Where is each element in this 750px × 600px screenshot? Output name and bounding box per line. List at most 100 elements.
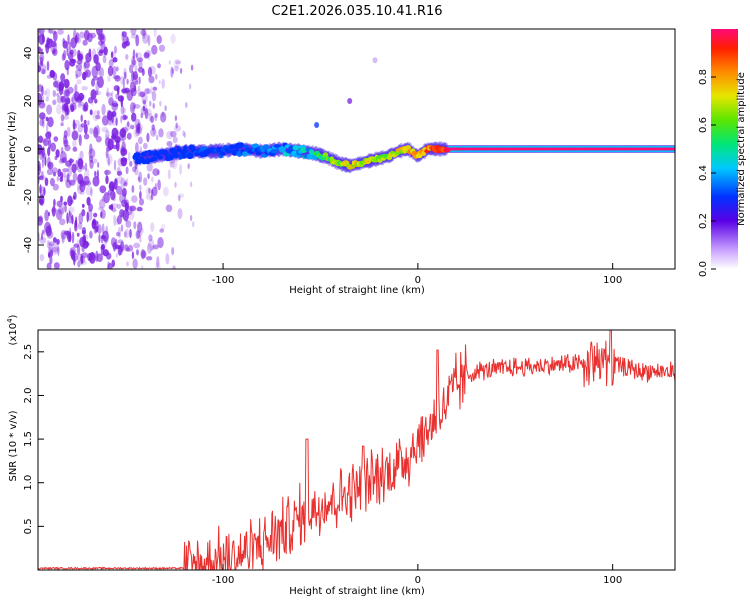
noise-blob (98, 199, 106, 209)
noise-blob (166, 130, 174, 140)
noise-blob (105, 129, 110, 141)
noise-blob (107, 75, 111, 82)
noise-blob (38, 135, 43, 144)
noise-blob (51, 205, 56, 217)
noise-blob (151, 44, 158, 55)
noise-blob (174, 115, 178, 122)
noise-blob (76, 232, 80, 237)
noise-blob (129, 160, 133, 167)
noise-blob (38, 46, 42, 53)
noise-blob (97, 47, 101, 57)
ridge-core (288, 145, 295, 151)
spec-x-tick-label: 0 (415, 275, 421, 286)
noise-blob (112, 57, 118, 63)
noise-blob (113, 45, 118, 54)
noise-blob (108, 181, 115, 192)
noise-blob (189, 215, 193, 221)
noise-blob (122, 209, 129, 222)
noise-blob (107, 65, 114, 77)
noise-blob (38, 45, 41, 51)
noise-blob (64, 105, 69, 116)
noise-blob (81, 86, 88, 91)
noise-blob (150, 86, 154, 96)
noise-blob (152, 168, 160, 177)
noise-blob (148, 75, 155, 84)
snr-y-label: SNR (10 * v/v) (8, 410, 19, 481)
noise-blob (161, 111, 165, 118)
noise-blob (60, 114, 65, 122)
noise-blob (154, 183, 158, 189)
noise-blob (69, 247, 73, 254)
noise-blob (52, 246, 59, 253)
noise-blob (113, 159, 117, 171)
noise-blob (71, 214, 74, 225)
noise-blob (140, 29, 147, 36)
noise-blob (109, 182, 114, 192)
noise-blob (62, 168, 69, 173)
noise-blob (102, 51, 107, 58)
noise-blob (192, 221, 195, 228)
noise-blob (161, 223, 166, 231)
noise-blob (83, 30, 90, 41)
noise-blob (148, 112, 153, 122)
noise-blob (62, 205, 65, 215)
noise-blob (63, 130, 68, 139)
spectrogram-x-ticks: -100 0 100 (212, 263, 622, 286)
noise-blob (63, 78, 70, 89)
noise-blob (38, 101, 46, 109)
noise-blob (67, 195, 73, 207)
noise-blob (94, 170, 97, 177)
noise-blob (145, 194, 151, 200)
noise-blob (121, 31, 127, 38)
noise-blob (67, 165, 73, 177)
noise-blob (131, 185, 135, 193)
noise-blob (48, 241, 55, 247)
noise-blob (80, 253, 83, 265)
noise-blob (106, 91, 108, 96)
noise-blob (117, 245, 122, 256)
noise-blob (127, 121, 130, 127)
noise-blob (170, 130, 177, 138)
noise-blob (51, 242, 59, 255)
noise-blob (151, 176, 154, 183)
noise-blob (80, 254, 84, 265)
noise-blob (92, 110, 100, 122)
chart-title: C2E1.2026.035.10.41.R16 (271, 4, 442, 19)
colorbar-tick-label: 0.2 (698, 213, 709, 229)
noise-blob (75, 73, 79, 79)
noise-blob (81, 209, 86, 217)
noise-blob (169, 161, 172, 168)
noise-blob (115, 139, 120, 152)
noise-blob (40, 48, 44, 54)
noise-blob (146, 132, 150, 143)
noise-blob (62, 135, 68, 145)
noise-blob (84, 162, 88, 172)
noise-blob (124, 87, 130, 94)
noise-blob (90, 89, 97, 100)
noise-blob (134, 80, 139, 85)
noise-blob (103, 46, 108, 56)
noise-blob (170, 66, 174, 78)
noise-blob (86, 211, 89, 223)
noise-blob (53, 262, 60, 269)
colorbar-tick-label: 0.4 (698, 165, 709, 181)
noise-blob (135, 34, 140, 47)
noise-blob (102, 249, 109, 257)
noise-blob (83, 133, 90, 140)
noise-blob (78, 157, 84, 170)
noise-blob (78, 134, 82, 147)
noise-blob (147, 50, 150, 61)
noise-blob (172, 136, 178, 144)
noise-blob (126, 247, 130, 252)
noise-blob (73, 243, 80, 248)
noise-blob (136, 249, 139, 256)
noise-blob (51, 30, 57, 35)
noise-blob (148, 238, 155, 251)
noise-blob (133, 242, 141, 249)
ridge-core (157, 155, 163, 160)
snr-x-tick-label: -100 (212, 575, 235, 586)
noise-blob (62, 102, 64, 114)
noise-blob (93, 54, 99, 64)
noise-blob (119, 128, 127, 138)
noise-blob (149, 100, 152, 107)
